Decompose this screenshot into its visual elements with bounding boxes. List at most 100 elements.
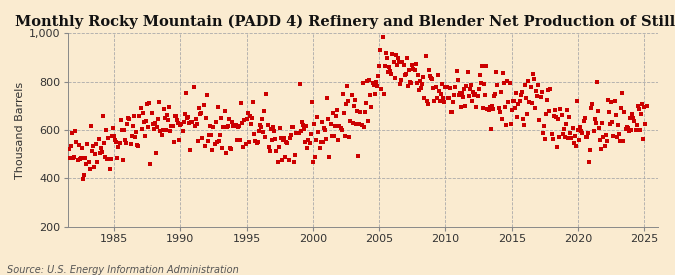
Point [69, 155, 80, 160]
Point [636, 112, 647, 116]
Point [433, 89, 444, 93]
Point [331, 114, 342, 119]
Point [173, 138, 184, 142]
Point [76, 156, 86, 161]
Point [189, 123, 200, 128]
Point [88, 144, 99, 148]
Point [147, 122, 158, 126]
Point [265, 149, 275, 153]
Point [72, 158, 83, 162]
Point [619, 110, 630, 114]
Point [359, 109, 370, 114]
Point [105, 157, 116, 161]
Point [164, 105, 175, 110]
Point [277, 138, 288, 142]
Point [425, 74, 435, 78]
Point [194, 105, 205, 110]
Point [621, 124, 632, 129]
Point [229, 124, 240, 128]
Point [159, 116, 170, 120]
Point [76, 145, 87, 150]
Point [185, 147, 196, 152]
Point [430, 85, 441, 89]
Point [557, 132, 568, 136]
Point [454, 93, 464, 97]
Point [262, 123, 273, 127]
Point [350, 122, 361, 127]
Point [80, 156, 90, 160]
Point [411, 81, 422, 86]
Point [220, 151, 231, 155]
Point [487, 104, 497, 108]
Point [462, 70, 473, 74]
Point [364, 78, 375, 83]
Point [315, 140, 326, 145]
Point [86, 124, 97, 129]
Point [221, 125, 232, 130]
Point [587, 102, 598, 106]
Point [615, 139, 626, 144]
Point [549, 108, 560, 112]
Point [209, 142, 220, 146]
Point [493, 105, 504, 110]
Point [534, 117, 545, 122]
Point [102, 156, 113, 161]
Point [637, 102, 647, 107]
Point [595, 138, 605, 142]
Point [134, 114, 145, 119]
Point [504, 81, 515, 85]
Point [223, 116, 234, 121]
Point [395, 81, 406, 86]
Point [211, 120, 221, 124]
Point [81, 162, 92, 166]
Point [126, 134, 137, 138]
Point [466, 82, 477, 87]
Point [392, 62, 402, 67]
Point [112, 156, 123, 161]
Point [65, 144, 76, 148]
Point [282, 141, 293, 145]
Point [91, 142, 102, 146]
Point [441, 84, 452, 89]
Point [599, 144, 610, 148]
Point [423, 68, 434, 73]
Point [449, 93, 460, 97]
Point [100, 155, 111, 160]
Point [329, 124, 340, 128]
Point [379, 64, 390, 68]
Point [117, 158, 128, 163]
Point [168, 139, 179, 144]
Point [603, 98, 614, 103]
Point [345, 119, 356, 124]
Point [480, 92, 491, 97]
Point [385, 69, 396, 74]
Point [140, 134, 151, 138]
Point [531, 89, 541, 93]
Point [437, 81, 448, 86]
Point [461, 84, 472, 89]
Point [572, 128, 583, 132]
Point [215, 132, 225, 137]
Point [356, 123, 367, 128]
Point [405, 79, 416, 84]
Point [484, 104, 495, 109]
Point [173, 121, 184, 125]
Point [378, 92, 389, 97]
Point [312, 115, 323, 120]
Point [513, 102, 524, 106]
Point [577, 131, 588, 135]
Title: Monthly Rocky Mountain (PADD 4) Refinery and Blender Net Production of Still Gas: Monthly Rocky Mountain (PADD 4) Refinery… [15, 15, 675, 29]
Point [556, 112, 567, 117]
Point [406, 81, 416, 85]
Point [553, 117, 564, 121]
Point [373, 74, 383, 79]
Point [435, 92, 446, 96]
Point [284, 136, 295, 140]
Point [510, 106, 520, 110]
Point [234, 123, 244, 128]
Point [253, 129, 264, 133]
Point [387, 51, 398, 56]
Point [101, 127, 111, 132]
Point [326, 134, 337, 138]
Point [398, 63, 409, 67]
